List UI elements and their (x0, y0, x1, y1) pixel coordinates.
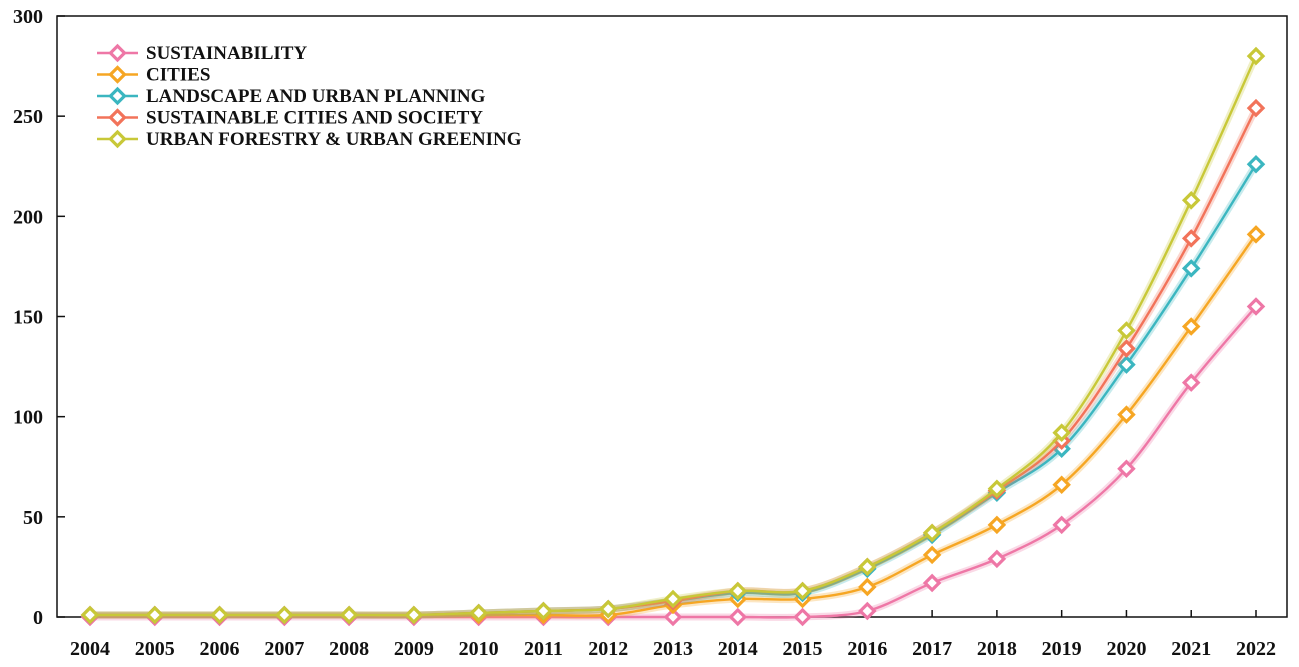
data-point-marker (1246, 225, 1266, 244)
data-point-marker (858, 601, 877, 621)
x-tick-label: 2009 (394, 638, 434, 660)
data-point-marker (663, 589, 683, 609)
legend-item-landscape-and-urban-planning: LANDSCAPE AND URBAN PLANNING (97, 86, 486, 107)
legend-label: URBAN FORESTRY & URBAN GREENING (146, 129, 522, 150)
data-point-marker (922, 523, 942, 543)
data-point-marker (1181, 191, 1201, 210)
data-point-marker (1246, 154, 1266, 174)
data-point-marker (404, 605, 424, 625)
data-point-marker (1117, 355, 1136, 374)
data-point-marker (1181, 373, 1201, 392)
data-point-marker (922, 573, 942, 593)
y-tick-label: 300 (13, 6, 43, 28)
legend-marker (108, 129, 127, 149)
data-point-marker (1117, 459, 1136, 479)
x-tick-label: 2014 (718, 638, 758, 660)
legend-item-sustainability: SUSTAINABILITY (97, 43, 307, 64)
data-point-marker (339, 605, 359, 625)
data-point-marker (987, 515, 1007, 535)
data-point-marker (80, 605, 100, 625)
data-point-marker (922, 545, 942, 565)
x-tick-label: 2022 (1236, 638, 1276, 660)
x-tick-label: 2016 (847, 638, 887, 660)
data-point-marker (1052, 475, 1071, 495)
x-tick-label: 2010 (459, 638, 499, 660)
x-tick-label: 2008 (329, 638, 369, 660)
data-point-marker (1117, 339, 1136, 358)
x-tick-label: 2015 (783, 638, 823, 660)
legend-item-cities: CITIES (97, 65, 210, 86)
legend-label: CITIES (146, 65, 210, 86)
data-point-marker (1246, 46, 1266, 66)
axes-layer: 0 50 100 150 200 250 300 2004 2005 2006 2007 2008 20… (13, 6, 1288, 660)
x-tick-label: 2020 (1106, 638, 1146, 660)
y-tick-label: 50 (23, 507, 43, 529)
legend-label: SUSTAINABILITY (146, 43, 307, 64)
series-landscape-and-urban-planning (80, 154, 1266, 625)
x-tick-label: 2021 (1171, 638, 1211, 660)
data-point-marker (534, 601, 553, 621)
data-point-marker (987, 479, 1007, 499)
data-point-marker (275, 605, 294, 625)
data-point-marker (728, 607, 748, 627)
x-tick-label: 2013 (653, 638, 693, 660)
y-tick-label: 100 (13, 407, 43, 429)
data-point-marker (663, 607, 683, 627)
data-point-marker (793, 581, 812, 601)
legend-label: SUSTAINABLE CITIES AND SOCIETY (146, 108, 483, 129)
data-point-marker (210, 605, 229, 625)
series-line-glow (89, 162, 1259, 619)
data-point-marker (1181, 259, 1201, 278)
y-tick-label: 200 (13, 206, 43, 228)
data-point-marker (1052, 423, 1071, 442)
x-tick-label: 2007 (264, 638, 304, 660)
data-point-marker (1246, 98, 1266, 118)
series-layer (80, 46, 1266, 627)
data-point-marker (987, 549, 1007, 569)
x-tick-label: 2005 (135, 638, 175, 660)
y-tick-label: 150 (13, 307, 43, 329)
x-tick-label: 2017 (912, 638, 952, 660)
y-tick-label: 250 (13, 106, 43, 128)
data-point-marker (858, 557, 877, 577)
data-point-marker (1117, 405, 1136, 424)
series-line (89, 107, 1258, 617)
data-point-marker (1052, 515, 1071, 535)
data-point-marker (469, 603, 488, 623)
legend-item-sustainable-cities-and-society: SUSTAINABLE CITIES AND SOCIETY (97, 108, 483, 129)
legend-marker (108, 108, 127, 127)
data-point-marker (1181, 229, 1201, 248)
series-urban-forestry-urban-greening (80, 46, 1266, 625)
data-point-marker (598, 599, 618, 619)
data-point-marker (858, 577, 877, 597)
data-point-marker (1117, 321, 1136, 340)
data-point-marker (728, 581, 748, 601)
data-point-marker (793, 607, 812, 627)
x-tick-label: 2011 (524, 638, 563, 660)
legend-label: LANDSCAPE AND URBAN PLANNING (146, 86, 486, 107)
x-tick-label: 2006 (200, 638, 240, 660)
series-sustainable-cities-and-society (80, 98, 1266, 625)
legend-item-urban-forestry-urban-greening: URBAN FORESTRY & URBAN GREENING (97, 129, 522, 150)
legend-marker (108, 65, 127, 84)
data-point-marker (1246, 297, 1266, 316)
y-tick-label: 0 (33, 607, 43, 629)
series-line (89, 163, 1258, 617)
legend-marker (108, 86, 127, 106)
data-point-marker (1181, 317, 1201, 336)
x-tick-label: 2019 (1042, 638, 1082, 660)
series-line-glow (89, 106, 1260, 619)
legend-marker (108, 43, 127, 63)
x-tick-label: 2018 (977, 638, 1017, 660)
x-tick-label: 2004 (70, 638, 110, 660)
x-tick-label: 2012 (588, 638, 628, 660)
data-point-marker (145, 605, 165, 625)
